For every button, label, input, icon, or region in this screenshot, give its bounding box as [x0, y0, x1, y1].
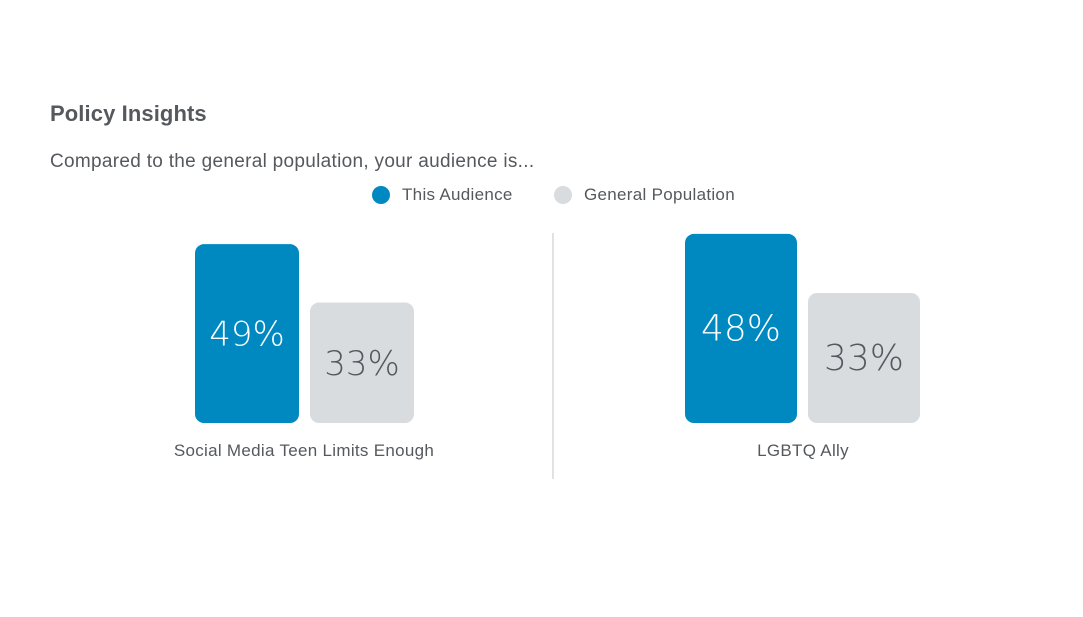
category-label-2: LGBTQ Ally [757, 441, 849, 460]
legend-label-this-audience: This Audience [402, 185, 513, 204]
legend-swatch-general-population [554, 186, 572, 204]
page-title: Policy Insights [50, 101, 207, 126]
chart-legend: This Audience General Population [0, 184, 1083, 206]
bar-value-label-general-population-1: 33% [324, 344, 400, 384]
bar-this-audience-1 [195, 244, 299, 423]
bar-value-label-this-audience-2: 48% [701, 308, 781, 349]
legend-swatch-this-audience [372, 186, 390, 204]
bar-value-label-this-audience-1: 49% [209, 315, 285, 355]
legend-item-general-population: General Population [554, 184, 735, 206]
bar-general-population-1 [310, 302, 414, 423]
bar-this-audience-2 [685, 233, 797, 423]
bar-value-label-general-population-2: 33% [824, 338, 904, 379]
bar-general-population-2 [808, 292, 920, 423]
category-label-1: Social Media Teen Limits Enough [174, 441, 434, 460]
legend-item-this-audience: This Audience [372, 184, 513, 206]
legend-label-general-population: General Population [584, 185, 735, 204]
page-subtitle: Compared to the general population, your… [50, 151, 535, 172]
